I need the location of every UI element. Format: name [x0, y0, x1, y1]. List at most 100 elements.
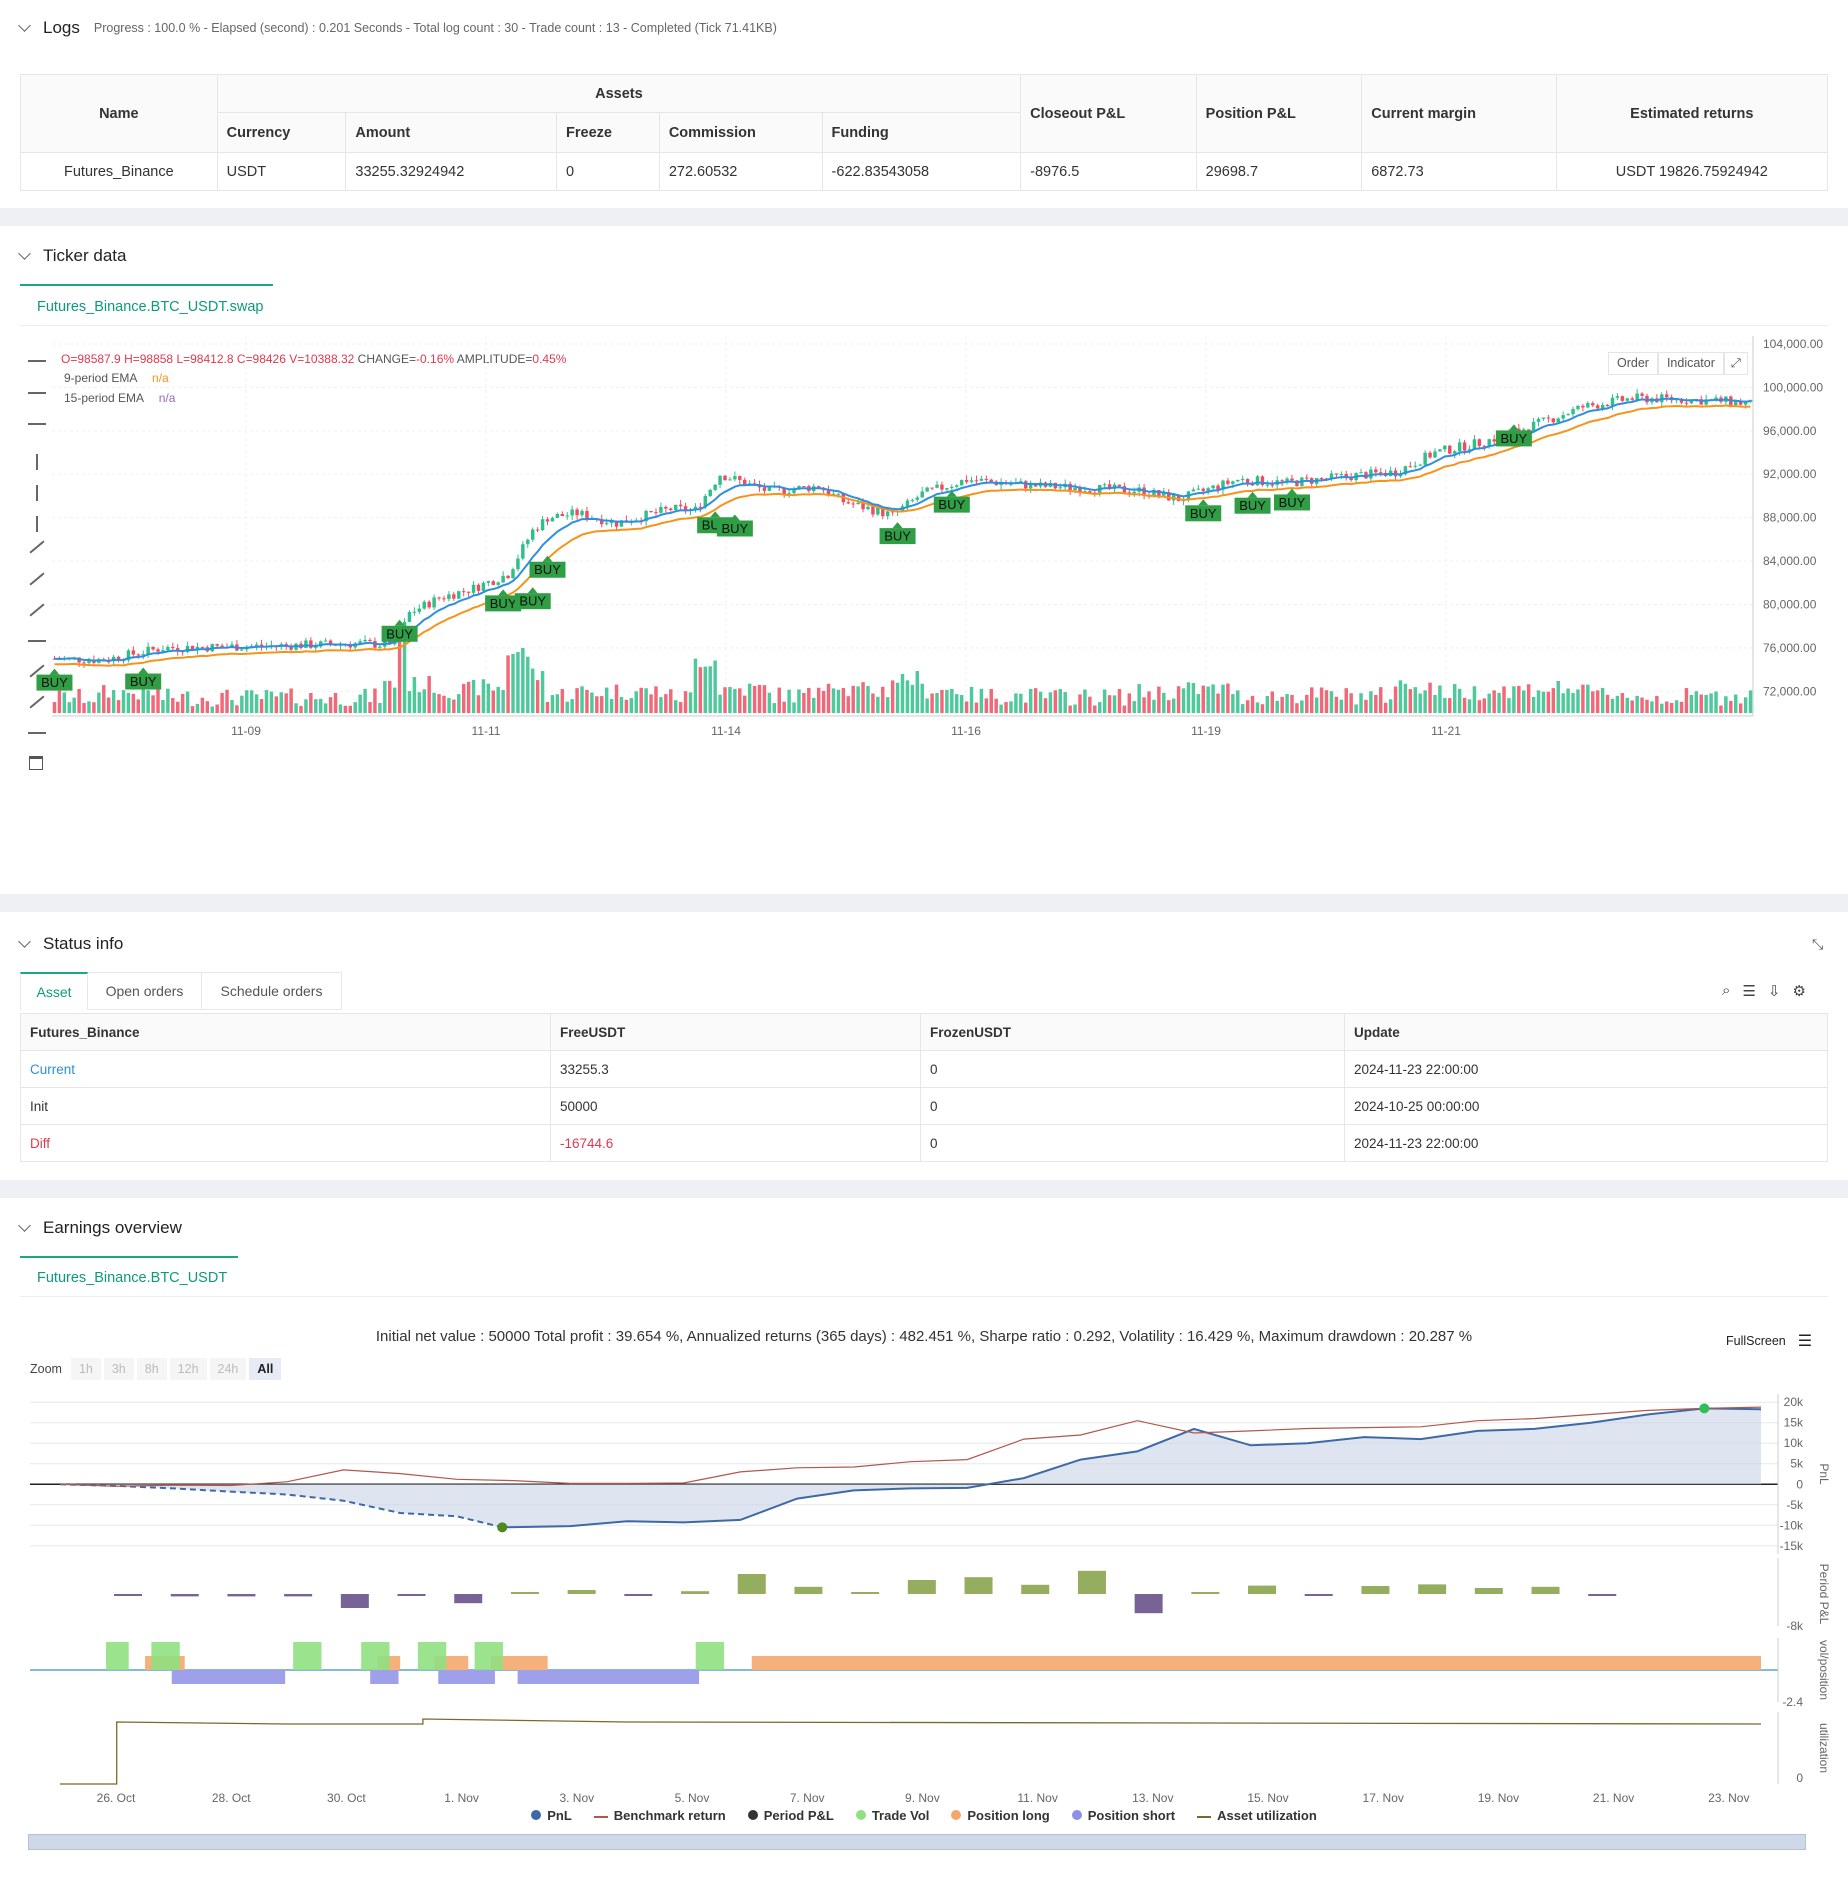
- zoom-3h[interactable]: 3h: [103, 1358, 134, 1380]
- volume-bar: [1107, 695, 1112, 713]
- zoom-24h[interactable]: 24h: [209, 1358, 247, 1380]
- ticker-header[interactable]: Ticker data: [18, 246, 126, 266]
- zoom-all[interactable]: All: [249, 1358, 282, 1380]
- y-tick-label: 92,000.00: [1763, 467, 1817, 481]
- zoom-8h[interactable]: 8h: [136, 1358, 167, 1380]
- menu-icon[interactable]: ☰: [1797, 1333, 1813, 1350]
- volume-bar: [402, 641, 407, 713]
- volume-bar: [338, 704, 343, 713]
- volume-bar: [1600, 687, 1605, 713]
- horizontal-line-icon[interactable]: [28, 360, 46, 362]
- period-pnl-bar: [907, 1580, 936, 1594]
- volume-bar: [669, 689, 673, 713]
- volume-bar: [1620, 693, 1625, 713]
- logs-header[interactable]: Logs Progress : 100.0 % - Elapsed (secon…: [18, 18, 777, 38]
- freeze-header: Freeze: [556, 112, 660, 153]
- candle-body: [166, 646, 170, 651]
- legend-period-pnl[interactable]: Period P&L: [747, 1808, 834, 1823]
- list-icon[interactable]: ☰: [1742, 983, 1756, 1000]
- zoom-12h[interactable]: 12h: [169, 1358, 207, 1380]
- tab-earnings-symbol[interactable]: Futures_Binance.BTC_USDT: [37, 1270, 228, 1286]
- earnings-chart[interactable]: 20k 15k 10k 5k 0 -5k -10k -15k -8k -2.4 0 PnL Period…: [0, 1198, 1848, 1880]
- volume-bar: [836, 689, 841, 713]
- volume-bar: [1053, 690, 1058, 713]
- volume-bar: [1522, 690, 1526, 713]
- gear-icon[interactable]: ⚙: [1792, 983, 1806, 1000]
- volume-bar: [1408, 689, 1413, 713]
- vertical-segment-icon[interactable]: [36, 516, 38, 532]
- candle-body: [259, 644, 264, 647]
- fullscreen-icon[interactable]: ⤡: [1812, 936, 1824, 952]
- tab-open-orders[interactable]: Open orders: [88, 972, 202, 1010]
- price-line-icon[interactable]: [28, 640, 46, 642]
- fullscreen-button[interactable]: FullScreen ☰: [1726, 1331, 1812, 1351]
- min-marker: [497, 1522, 508, 1533]
- collapse-chevron-icon[interactable]: [18, 935, 31, 948]
- horizontal-segment-icon[interactable]: [28, 423, 46, 425]
- volume-bar: [1295, 703, 1299, 713]
- candle-body: [530, 529, 535, 540]
- candle-body: [619, 520, 624, 527]
- row-current-name[interactable]: Current: [20, 1050, 551, 1088]
- candle-body: [560, 514, 565, 517]
- legend-benchmark[interactable]: Benchmark return: [593, 1808, 726, 1823]
- candle-body: [1467, 449, 1472, 451]
- volume-bar: [664, 694, 668, 713]
- indicator-button[interactable]: Indicator: [1657, 352, 1724, 375]
- volume-bar: [511, 653, 515, 713]
- order-button[interactable]: Order: [1608, 352, 1658, 375]
- candle-body: [1285, 478, 1289, 482]
- position-short-bar: [517, 1670, 700, 1684]
- legend-asset-utilization[interactable]: Asset utilization: [1197, 1808, 1317, 1823]
- status-header[interactable]: Status info: [18, 934, 123, 954]
- buy-label: BUY: [1239, 498, 1266, 513]
- candle-body: [215, 644, 219, 646]
- legend-pnl[interactable]: PnL: [531, 1808, 572, 1823]
- y-tick-label: 15k: [1784, 1416, 1804, 1430]
- status-header-free: FreeUSDT: [550, 1013, 921, 1051]
- navigator-scrollbar[interactable]: [28, 1834, 1806, 1850]
- est-returns-header: Estimated returns: [1555, 74, 1829, 153]
- candle-body: [348, 644, 353, 648]
- vertical-line-icon[interactable]: [36, 454, 38, 470]
- volume-bar: [378, 702, 382, 713]
- volume-bar: [535, 680, 540, 713]
- buy-arrow: [138, 667, 149, 674]
- y-tick-label: 76,000.00: [1763, 641, 1817, 655]
- buy-signal: BUY: [1185, 499, 1222, 522]
- horizontal-ray-icon[interactable]: [28, 392, 46, 394]
- candle-body: [368, 639, 372, 642]
- download-icon[interactable]: ⇩: [1767, 983, 1781, 1000]
- tab-asset[interactable]: Asset: [20, 972, 88, 1010]
- collapse-chevron-icon[interactable]: [18, 19, 31, 32]
- legend-position-short[interactable]: Position short: [1071, 1808, 1175, 1823]
- candle-body: [565, 515, 569, 517]
- earnings-header[interactable]: Earnings overview: [18, 1218, 182, 1238]
- volume-bar: [309, 693, 313, 713]
- kline-chart[interactable]: 104,000.00 100,000.00 96,000.00 92,000.00 88…: [0, 226, 1848, 894]
- buy-label-bg: [1495, 430, 1532, 447]
- zoom-1h[interactable]: 1h: [70, 1358, 101, 1380]
- period-pnl-bar: [1588, 1594, 1617, 1596]
- volume-bar: [713, 660, 717, 713]
- fibonacci-icon[interactable]: [28, 732, 46, 734]
- y-tick-label: 0: [1796, 1477, 1803, 1491]
- trash-icon[interactable]: [29, 756, 43, 770]
- search-icon[interactable]: ⌕: [1722, 982, 1731, 999]
- candle-body: [708, 489, 712, 497]
- volume-bar: [994, 698, 998, 713]
- buy-label: BUY: [938, 497, 965, 512]
- vertical-ray-icon[interactable]: [36, 485, 38, 501]
- assets-header: Assets: [216, 74, 1022, 113]
- position-axis-label: -2.4: [1782, 1695, 1803, 1709]
- volume-bar: [989, 688, 993, 713]
- tab-schedule-orders[interactable]: Schedule orders: [202, 972, 342, 1010]
- legend-position-long[interactable]: Position long: [951, 1808, 1050, 1823]
- candle-body: [106, 661, 111, 663]
- tab-ticker-symbol[interactable]: Futures_Binance.BTC_USDT.swap: [37, 299, 264, 315]
- expand-icon[interactable]: ⤢: [1723, 352, 1748, 375]
- volume-bar: [1734, 694, 1738, 713]
- volume-bar: [1300, 700, 1304, 713]
- legend-trade-vol[interactable]: Trade Vol: [855, 1808, 929, 1823]
- volume-bar: [974, 702, 979, 713]
